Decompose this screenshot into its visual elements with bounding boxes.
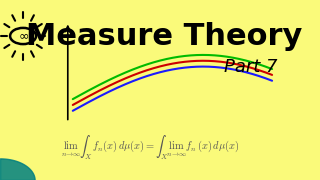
Text: $\infty$: $\infty$ — [18, 30, 28, 42]
Text: $\lim_{n\to\infty} \int_X f_n(x)\,d\mu(x) = \int_X \lim_{n\to\infty} f_n(x)\,d\m: $\lim_{n\to\infty} \int_X f_n(x)\,d\mu(x… — [61, 133, 239, 162]
Text: Measure Theory: Measure Theory — [26, 22, 303, 51]
Text: Part 7: Part 7 — [224, 58, 278, 76]
